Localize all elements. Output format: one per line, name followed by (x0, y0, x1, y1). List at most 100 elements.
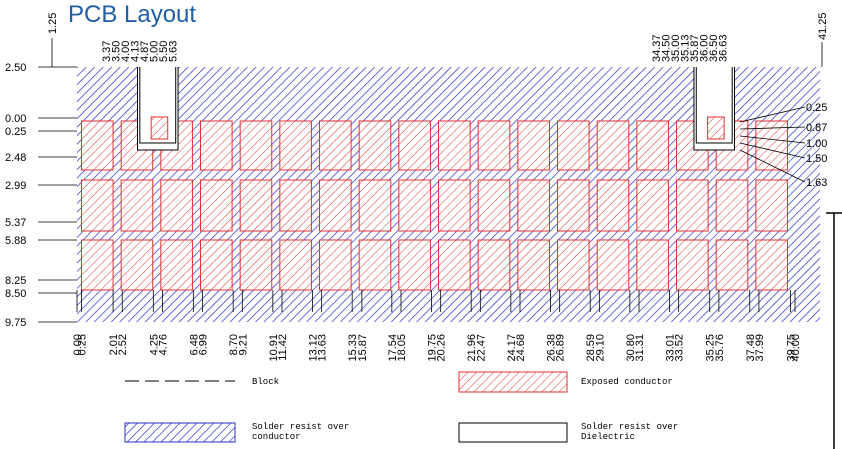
exposed-pad (80, 120, 114, 171)
dimension-label: 35.25 (705, 334, 717, 362)
dimension-label: 2.52 (117, 334, 129, 355)
exposed-pad (477, 239, 511, 291)
exposed-pad (319, 239, 352, 291)
dimension-label: 6.48 (188, 334, 200, 355)
dimension-label: 4.87 (139, 41, 151, 62)
dimension-label: 3.37 (101, 41, 113, 62)
legend-label: Solder resist over (252, 422, 349, 432)
dimension-label: 34.50 (661, 34, 673, 62)
dimension-label: 31.31 (634, 334, 646, 362)
dimension-label: 9.75 (5, 317, 26, 329)
dimension-label: 26.38 (546, 334, 558, 362)
dimension-label: 37.48 (745, 334, 757, 362)
dimension-label: 36.50 (708, 34, 720, 62)
exposed-pad (199, 239, 233, 291)
exposed-pad (557, 239, 590, 291)
dimension-label: 2.50 (5, 62, 26, 74)
dimension-label: 21.96 (466, 334, 478, 362)
dimension-label: 29.10 (594, 334, 606, 362)
leader (739, 126, 806, 130)
exposed-pad (596, 239, 630, 291)
exposed-pad (239, 239, 273, 291)
exposed-pad (557, 120, 590, 171)
exposed-pad (358, 179, 392, 232)
exposed-pad (199, 179, 233, 232)
dimension-label: 15.33 (347, 334, 359, 362)
exposed-pad (517, 120, 550, 171)
dimension-label: 0.25 (806, 102, 827, 114)
leader (739, 142, 806, 159)
exposed-pad (755, 120, 788, 171)
dimension-label: 41.25 (817, 12, 829, 40)
exposed-pad (715, 239, 749, 291)
exposed-pad (239, 179, 273, 232)
dimension-label: 20.26 (436, 334, 448, 362)
dimension-label: 35.00 (670, 34, 682, 62)
dimension-label: 11.42 (277, 334, 289, 361)
exposed-pad (160, 239, 193, 291)
exposed-pad (636, 120, 669, 171)
title: PCB Layout (68, 1, 196, 28)
dimension-label: 4.13 (130, 41, 142, 62)
dimension-label: 26.89 (555, 334, 567, 362)
dimension-label: 5.00 (149, 41, 161, 62)
resist-cutout-outline (693, 67, 736, 151)
dimension-label: 5.37 (5, 217, 26, 229)
dimension-label: 0.87 (806, 122, 827, 134)
exposed-pad (755, 179, 788, 232)
exposed-pad (676, 179, 709, 232)
exposed-pad (80, 239, 114, 291)
exposed-pad (319, 120, 352, 171)
dimension-label: 39.75 (786, 334, 798, 362)
dimension-label: 18.05 (396, 334, 408, 362)
dimension-label: 30.80 (625, 334, 637, 362)
dimension-label: 1.50 (806, 153, 827, 165)
dimension-label: 2.01 (108, 334, 120, 355)
exposed-pad (160, 179, 193, 232)
dimension-label: 35.87 (689, 34, 701, 62)
exposed-pad (636, 179, 669, 232)
dimension-label: 35.13 (680, 34, 692, 62)
exposed-pad (676, 239, 709, 291)
dimension-label: 5.63 (168, 41, 180, 62)
exposed-pad (755, 239, 788, 291)
exposed-pad (438, 179, 471, 232)
exposed-pad (319, 179, 352, 232)
legend-label: conductor (252, 432, 301, 442)
dimension-label: 40.00 (790, 334, 802, 362)
exposed-pad (596, 179, 630, 232)
legend-label: Exposed conductor (581, 377, 673, 387)
exposed-pad (150, 116, 169, 140)
dimension-label: 28.59 (585, 334, 597, 362)
dimension-label: 33.01 (665, 334, 677, 362)
dimension-label: 2.48 (5, 152, 26, 164)
dimension-label: 15.87 (357, 334, 369, 362)
dimension-label: 24.17 (506, 334, 518, 362)
exposed-pad (398, 239, 431, 291)
dimension-label: 35.76 (714, 334, 726, 362)
dimension-label: 4.25 (148, 334, 160, 355)
exposed-pad (279, 120, 312, 171)
exposed-pad (477, 120, 511, 171)
dimension-label: 8.70 (228, 334, 240, 355)
legend-label: Dielectric (581, 432, 635, 442)
dimension-label: 17.54 (387, 334, 399, 362)
dimension-label: 1.63 (806, 177, 827, 189)
exposed-pad (358, 120, 392, 171)
exposed-pad (438, 120, 471, 171)
dimension-label: 4.76 (157, 334, 169, 355)
exposed-pad (279, 179, 312, 232)
exposed-pad (199, 120, 233, 171)
dimension-label: 8.50 (5, 288, 26, 300)
dimension-label: 13.63 (317, 334, 329, 362)
dimension-label: 0.00 (72, 334, 84, 355)
dimension-label: 33.52 (674, 334, 686, 362)
exposed-pad (358, 239, 392, 291)
dimension-label: 19.75 (427, 334, 439, 362)
dimension-label: 8.25 (5, 275, 26, 287)
exposed-pad (120, 239, 154, 291)
legend-label: Block (252, 377, 279, 387)
dimension-label: 36.00 (699, 34, 711, 62)
dimension-label: 9.21 (237, 334, 249, 355)
dimension-label: 0.25 (5, 126, 26, 138)
